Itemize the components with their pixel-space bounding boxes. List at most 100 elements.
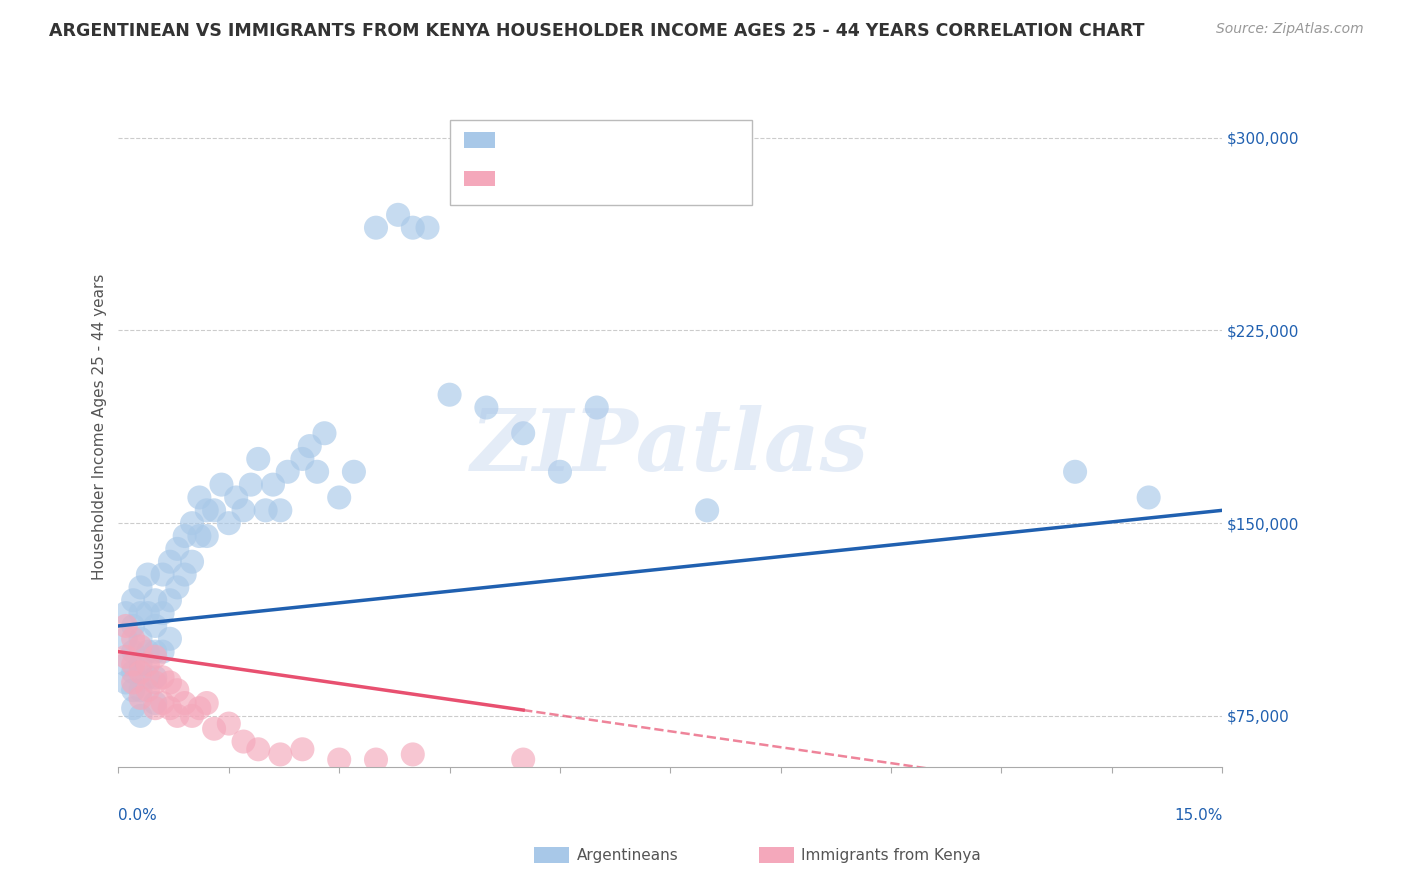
Point — [512, 426, 534, 441]
Point — [254, 503, 277, 517]
Point — [122, 701, 145, 715]
Point — [129, 683, 152, 698]
Point — [211, 477, 233, 491]
Point — [475, 401, 498, 415]
Point — [129, 665, 152, 680]
Point — [232, 734, 254, 748]
Point — [143, 670, 166, 684]
Text: 0.0%: 0.0% — [118, 808, 157, 823]
Point — [114, 606, 136, 620]
Text: Immigrants from Kenya: Immigrants from Kenya — [801, 848, 981, 863]
Point — [136, 567, 159, 582]
Point — [195, 696, 218, 710]
Point — [166, 581, 188, 595]
Point — [173, 696, 195, 710]
Point — [129, 606, 152, 620]
Point — [307, 465, 329, 479]
Point — [129, 640, 152, 654]
Text: N =: N = — [605, 169, 641, 187]
Point — [152, 567, 174, 582]
Text: R =: R = — [503, 131, 540, 149]
Point — [136, 683, 159, 698]
Point — [114, 649, 136, 664]
Point — [218, 716, 240, 731]
Text: 15.0%: 15.0% — [1174, 808, 1222, 823]
Point — [114, 657, 136, 672]
Point — [152, 606, 174, 620]
Point — [291, 742, 314, 756]
Point — [122, 683, 145, 698]
Point — [136, 645, 159, 659]
Point — [143, 675, 166, 690]
Text: ARGENTINEAN VS IMMIGRANTS FROM KENYA HOUSEHOLDER INCOME AGES 25 - 44 YEARS CORRE: ARGENTINEAN VS IMMIGRANTS FROM KENYA HOU… — [49, 22, 1144, 40]
Point — [159, 632, 181, 646]
Point — [585, 401, 607, 415]
Point — [129, 581, 152, 595]
Point — [225, 491, 247, 505]
Text: R =: R = — [503, 169, 540, 187]
Point — [195, 529, 218, 543]
Point — [364, 220, 387, 235]
Point — [696, 503, 718, 517]
Text: Argentineans: Argentineans — [576, 848, 678, 863]
Point — [136, 606, 159, 620]
Point — [195, 503, 218, 517]
Point — [143, 645, 166, 659]
Point — [159, 593, 181, 607]
Point — [129, 709, 152, 723]
Point — [129, 690, 152, 705]
Point — [269, 747, 291, 762]
Point — [218, 516, 240, 531]
Point — [143, 619, 166, 633]
Point — [173, 529, 195, 543]
Point — [152, 670, 174, 684]
Point — [122, 675, 145, 690]
Point — [512, 753, 534, 767]
Point — [143, 649, 166, 664]
Point — [328, 491, 350, 505]
Point — [269, 503, 291, 517]
Point — [114, 675, 136, 690]
Point — [387, 208, 409, 222]
Point — [181, 516, 204, 531]
Point — [314, 426, 336, 441]
Point — [152, 696, 174, 710]
Point — [277, 465, 299, 479]
Text: -0.373: -0.373 — [551, 169, 610, 187]
Point — [166, 541, 188, 556]
Text: 0.217: 0.217 — [551, 131, 610, 149]
Point — [364, 753, 387, 767]
Y-axis label: Householder Income Ages 25 - 44 years: Householder Income Ages 25 - 44 years — [93, 274, 107, 580]
Point — [122, 632, 145, 646]
Point — [402, 220, 425, 235]
Point — [328, 753, 350, 767]
Point — [188, 701, 211, 715]
Point — [129, 657, 152, 672]
Point — [143, 593, 166, 607]
Point — [122, 619, 145, 633]
Point — [143, 701, 166, 715]
Point — [188, 529, 211, 543]
Point — [152, 645, 174, 659]
Point — [291, 451, 314, 466]
Text: Source: ZipAtlas.com: Source: ZipAtlas.com — [1216, 22, 1364, 37]
Point — [416, 220, 439, 235]
Point — [173, 567, 195, 582]
Point — [247, 451, 270, 466]
Point — [159, 675, 181, 690]
Point — [166, 683, 188, 698]
Point — [402, 747, 425, 762]
Point — [114, 632, 136, 646]
Text: 70: 70 — [654, 131, 676, 149]
Point — [114, 619, 136, 633]
Point — [202, 722, 225, 736]
Point — [1137, 491, 1160, 505]
Point — [122, 657, 145, 672]
Point — [188, 491, 211, 505]
Point — [439, 387, 461, 401]
Text: 33: 33 — [654, 169, 678, 187]
Point — [136, 670, 159, 684]
Point — [166, 709, 188, 723]
Point — [143, 696, 166, 710]
Point — [122, 665, 145, 680]
